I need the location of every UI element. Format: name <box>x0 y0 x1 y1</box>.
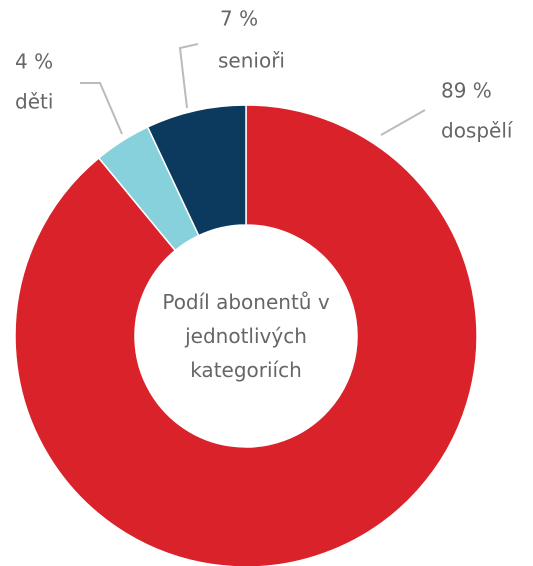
leader-line <box>178 43 199 109</box>
category-label: senioři <box>218 49 285 73</box>
category-label: děti <box>15 90 53 114</box>
data-label: 4 % <box>15 50 53 74</box>
data-label: 7 % <box>220 7 258 31</box>
leader-line <box>380 109 426 136</box>
chart-title: Podíl abonentů v jednotlivých kategoriíc… <box>162 290 330 382</box>
data-label: 89 % <box>441 79 492 103</box>
leader-line <box>80 82 123 135</box>
category-label: dospělí <box>441 119 514 143</box>
donut-segment <box>14 104 478 566</box>
donut-segment <box>146 104 247 237</box>
